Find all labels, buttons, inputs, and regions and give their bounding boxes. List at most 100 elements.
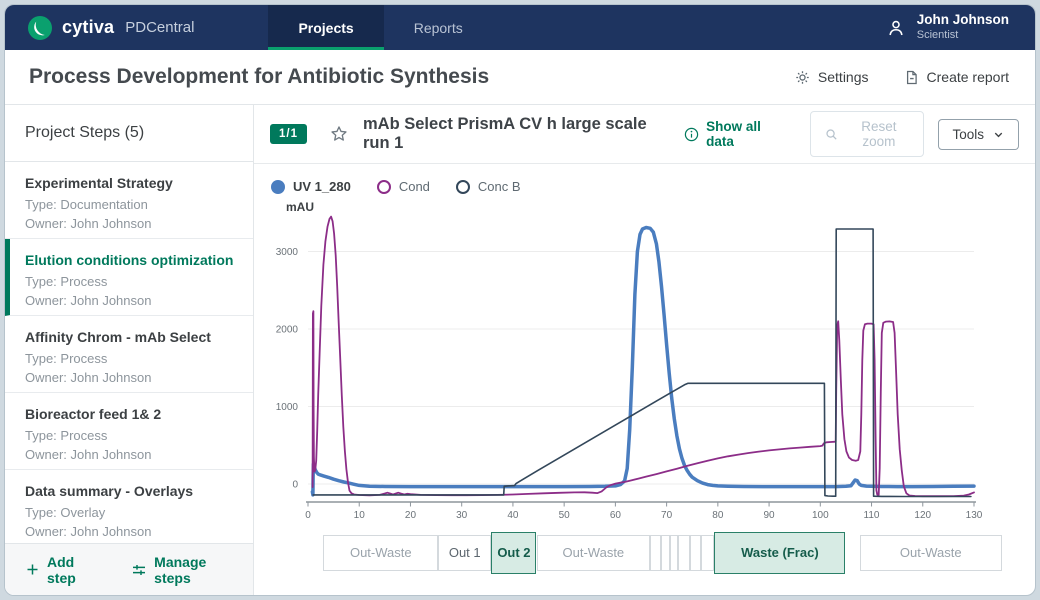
- series-uv-1-280: [310, 225, 976, 497]
- header-actions: Settings Create report: [794, 69, 1009, 86]
- brand: cytiva PDCentral: [5, 5, 214, 50]
- legend-item-concb[interactable]: Conc B: [455, 179, 521, 194]
- legend-marker-cond: [376, 179, 391, 194]
- step-title: Experimental Strategy: [25, 175, 173, 191]
- legend-marker-uv: [271, 179, 285, 194]
- step-item-affinity-chrom[interactable]: Affinity Chrom - mAb Select Type: Proces…: [5, 316, 253, 393]
- manage-steps-label: Manage steps: [154, 553, 207, 586]
- cytiva-logo-icon: [27, 15, 53, 41]
- svg-text:0: 0: [305, 510, 311, 521]
- page-header: Process Development for Antibiotic Synth…: [5, 50, 1035, 105]
- legend-label: Conc B: [477, 179, 521, 194]
- step-item-elution-conditions[interactable]: Elution conditions optimization Type: Pr…: [5, 239, 253, 316]
- reset-zoom-button[interactable]: Reset zoom: [810, 111, 925, 157]
- step-item-bioreactor-feed[interactable]: Bioreactor feed 1& 2 Type: Process Owner…: [5, 393, 253, 470]
- fraction-segment-label: Out 1: [448, 545, 481, 560]
- top-navbar: cytiva PDCentral Projects Reports John J…: [5, 5, 1035, 50]
- user-role: Scientist: [916, 29, 959, 42]
- fraction-segment-empty[interactable]: [661, 535, 671, 571]
- legend-item-cond[interactable]: Cond: [376, 179, 430, 194]
- step-title: Elution conditions optimization: [25, 252, 234, 268]
- project-steps-list: Experimental Strategy Type: Documentatio…: [5, 162, 253, 543]
- svg-text:80: 80: [712, 510, 724, 521]
- document-icon: [903, 69, 920, 86]
- step-title: Bioreactor feed 1& 2: [25, 406, 162, 422]
- nav-tabs: Projects Reports: [268, 5, 492, 50]
- step-meta: Type: Process Owner: John Johnson: [25, 350, 239, 388]
- step-owner: Owner: John Johnson: [25, 446, 152, 462]
- step-type: Type: Process: [25, 428, 108, 443]
- fraction-segment-empty[interactable]: [678, 535, 690, 571]
- user-name: John Johnson: [916, 12, 1009, 28]
- reset-zoom-label: Reset zoom: [861, 119, 897, 149]
- svg-text:10: 10: [354, 510, 366, 521]
- page-title: Process Development for Antibiotic Synth…: [29, 65, 490, 88]
- step-meta: Type: Overlay Owner: John Johnson: [25, 504, 239, 542]
- step-meta: Type: Process Owner: John Johnson: [25, 273, 239, 311]
- manage-steps-button[interactable]: Manage steps: [131, 554, 233, 586]
- add-step-button[interactable]: Add step: [25, 554, 97, 586]
- step-item-data-summary[interactable]: Data summary - Overlays Type: Overlay Ow…: [5, 470, 253, 543]
- brand-product: PDCentral: [125, 19, 195, 36]
- svg-text:90: 90: [764, 510, 776, 521]
- run-pager-badge: 1/1: [270, 124, 307, 144]
- fraction-segment-label: Out-Waste: [562, 545, 625, 560]
- tab-reports[interactable]: Reports: [413, 19, 463, 36]
- fraction-segment-empty[interactable]: [650, 535, 661, 571]
- create-report-label: Create report: [926, 69, 1009, 85]
- settings-button[interactable]: Settings: [794, 69, 869, 86]
- step-type: Type: Overlay: [25, 505, 106, 520]
- show-all-data-link[interactable]: Show all data: [683, 119, 782, 149]
- create-report-button[interactable]: Create report: [903, 69, 1009, 86]
- fraction-segment-empty[interactable]: [689, 535, 701, 571]
- info-icon: [683, 126, 700, 143]
- svg-text:130: 130: [966, 510, 983, 521]
- step-item-experimental-strategy[interactable]: Experimental Strategy Type: Documentatio…: [5, 162, 253, 239]
- svg-text:3000: 3000: [276, 247, 299, 258]
- sidebar: Project Steps (5) Experimental Strategy …: [5, 105, 254, 595]
- series-conc-b: [312, 228, 972, 498]
- step-meta: Type: Documentation Owner: John Johnson: [25, 196, 239, 234]
- step-owner: Owner: John Johnson: [25, 369, 152, 385]
- fraction-segment-out-waste[interactable]: Out-Waste: [323, 535, 439, 571]
- chevron-down-icon: [992, 128, 1005, 141]
- chromatogram-plot[interactable]: 0 1000 2000 3000 0 10 20 30 40 50 60 70 80 90 100 110 12…: [254, 194, 1035, 526]
- legend-marker-concb: [455, 179, 470, 194]
- svg-text:1000: 1000: [276, 402, 299, 413]
- fraction-segment-empty[interactable]: [700, 535, 715, 571]
- tab-projects[interactable]: Projects: [268, 5, 384, 50]
- tools-dropdown-button[interactable]: Tools: [938, 118, 1019, 150]
- step-title: Affinity Chrom - mAb Select: [25, 329, 211, 345]
- svg-text:100: 100: [812, 510, 829, 521]
- step-meta: Type: Process Owner: John Johnson: [25, 427, 239, 465]
- chart-region: mAU 0 1000 2000 3000 0 10 20 30 40 50 60 70 80 90 100 1…: [254, 194, 1035, 595]
- step-type: Type: Process: [25, 274, 108, 289]
- brand-name: cytiva: [62, 17, 115, 37]
- star-icon[interactable]: [329, 124, 349, 144]
- fraction-segment-out-waste[interactable]: Out-Waste: [536, 535, 651, 571]
- fraction-segment-out-1[interactable]: Out 1: [438, 535, 492, 571]
- user-menu[interactable]: John Johnson Scientist: [885, 5, 1035, 50]
- run-title: mAb Select PrismA CV h large scale run 1: [363, 115, 647, 152]
- fraction-segment-waste-frac-[interactable]: Waste (Frac): [714, 532, 846, 574]
- svg-text:50: 50: [559, 510, 571, 521]
- svg-text:60: 60: [610, 510, 622, 521]
- fraction-segment-out-waste[interactable]: Out-Waste: [859, 535, 1002, 571]
- series-cond: [311, 215, 975, 498]
- step-owner: Owner: John Johnson: [25, 292, 152, 308]
- fraction-segment-label: Waste (Frac): [741, 545, 819, 560]
- chart-header: 1/1 mAb Select PrismA CV h large scale r…: [254, 105, 1035, 164]
- svg-text:20: 20: [405, 510, 417, 521]
- fraction-segment-out-2[interactable]: Out 2: [491, 532, 537, 574]
- svg-text:0: 0: [292, 480, 298, 491]
- fraction-segment-label: Out-Waste: [899, 545, 962, 560]
- sidebar-title: Project Steps (5): [5, 105, 253, 162]
- fraction-segment-empty[interactable]: [670, 535, 679, 571]
- tools-label: Tools: [952, 126, 984, 142]
- legend-label: UV 1_280: [293, 179, 351, 194]
- legend-item-uv[interactable]: UV 1_280: [271, 179, 351, 194]
- user-icon: [885, 17, 907, 39]
- fraction-bar: Out-Waste Out 1 Out 2 Out-Waste Waste (Frac)…: [254, 194, 1035, 595]
- svg-text:70: 70: [661, 510, 673, 521]
- magnifier-icon: [824, 127, 839, 142]
